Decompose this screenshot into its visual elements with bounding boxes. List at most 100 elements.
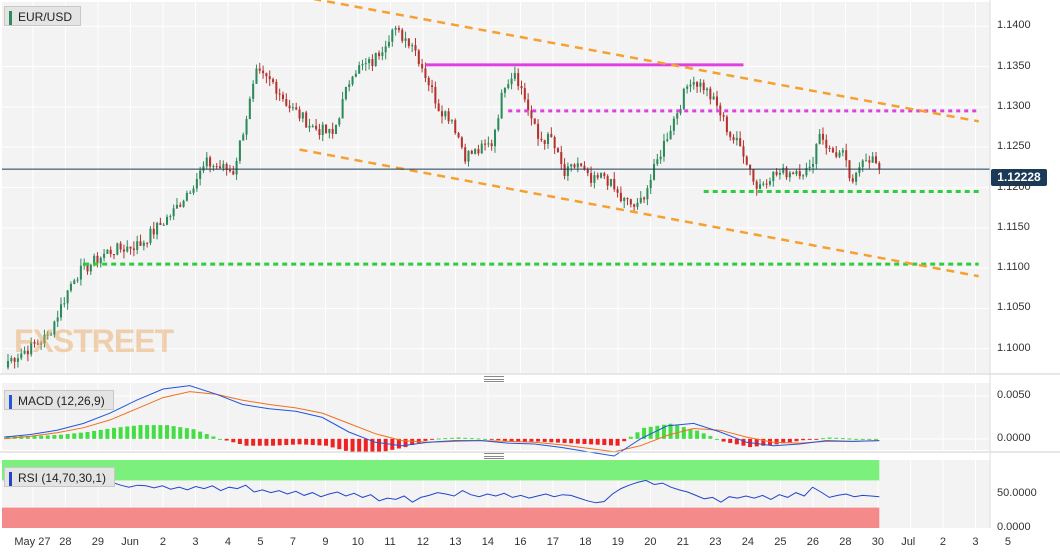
candle-body: [825, 139, 828, 148]
candle-body: [672, 118, 675, 131]
x-tick-label: 18: [579, 536, 592, 548]
macd-label[interactable]: MACD (12,26,9): [4, 390, 114, 410]
candle-body: [378, 52, 381, 57]
x-tick-label: 26: [806, 536, 820, 548]
candle-body: [427, 78, 430, 86]
candle-body: [139, 241, 142, 246]
macd-histogram-bar: [165, 425, 170, 439]
candle-body: [116, 243, 119, 255]
candle-body: [523, 88, 526, 100]
candle-body: [328, 128, 331, 133]
candle-body: [126, 246, 129, 252]
candle-body: [417, 50, 420, 65]
candle-body: [845, 150, 848, 161]
candle-body: [666, 139, 669, 141]
candle-body: [334, 124, 338, 134]
candle-body: [679, 108, 682, 114]
candle-body: [348, 84, 351, 87]
candle-body: [616, 189, 619, 193]
macd-histogram-bar: [257, 438, 262, 446]
candle-body: [573, 164, 576, 168]
macd-histogram-bar: [403, 438, 408, 448]
macd-histogram-bar: [224, 438, 229, 441]
candle-body: [305, 112, 308, 128]
candle-body: [527, 99, 530, 111]
candle-body: [454, 120, 457, 134]
macd-histogram-bar: [628, 436, 633, 439]
candle-body: [245, 119, 248, 135]
price-tick-label: 1.1300: [997, 99, 1031, 112]
macd-histogram-bar: [131, 425, 136, 439]
macd-histogram-bar: [125, 426, 130, 439]
candle-body: [500, 92, 503, 119]
candle-body: [421, 64, 424, 69]
macd-histogram-bar: [522, 438, 527, 442]
macd-histogram-bar: [668, 423, 673, 439]
candle-body: [321, 124, 324, 135]
candle-body: [772, 171, 775, 182]
candle-body: [851, 178, 854, 182]
candle-body: [543, 140, 546, 145]
x-tick-label: 29: [91, 536, 105, 548]
candle-body: [593, 175, 596, 183]
candle-body: [696, 82, 699, 87]
macd-histogram-bar: [774, 438, 779, 445]
macd-histogram-bar: [237, 438, 242, 444]
candle-body: [739, 138, 742, 147]
x-tick-label: 4: [224, 536, 232, 548]
macd-histogram-bar: [642, 427, 647, 439]
candle-body: [643, 197, 646, 200]
x-tick-label: 5: [1004, 536, 1012, 548]
candle-body: [706, 88, 709, 91]
macd-histogram-bar: [469, 438, 474, 440]
rsi-label[interactable]: RSI (14,70,30,1): [4, 467, 116, 487]
macd-histogram-bar: [92, 430, 97, 439]
candle-body: [381, 52, 384, 57]
candle-body: [474, 149, 477, 154]
macd-resize-handle[interactable]: [484, 376, 504, 382]
macd-histogram-bar: [555, 438, 560, 443]
candle-body: [368, 59, 371, 64]
candle-body: [431, 85, 434, 87]
candle-body: [490, 143, 493, 147]
macd-histogram-bar: [714, 438, 719, 440]
x-tick-label: 5: [257, 536, 264, 548]
rsi-resize-handle[interactable]: [484, 453, 504, 459]
candle-body: [775, 171, 778, 175]
macd-histogram-bar: [244, 438, 249, 446]
macd-histogram-bar: [635, 432, 640, 439]
candle-body: [152, 228, 155, 235]
macd-histogram-bar: [85, 431, 90, 439]
candle-body: [16, 358, 19, 362]
macd-histogram-bar: [264, 438, 269, 446]
macd-histogram-bar: [158, 425, 163, 439]
instrument-label[interactable]: EUR/USD: [4, 6, 82, 26]
candle-body: [828, 147, 831, 149]
macd-histogram-bar: [701, 433, 706, 439]
candle-body: [262, 70, 265, 74]
price-tick-label: 1.1100: [997, 261, 1030, 274]
macd-histogram-bar: [681, 427, 686, 439]
candle-body: [755, 181, 758, 189]
x-tick-label: 12: [416, 536, 430, 548]
candle-body: [397, 27, 400, 30]
macd-histogram-bar: [734, 438, 739, 445]
candle-body: [165, 216, 169, 225]
x-tick-label: 19: [611, 536, 625, 548]
candle-body: [497, 118, 500, 130]
macd-histogram-bar: [820, 438, 825, 440]
candle-body: [374, 52, 377, 66]
candle-body: [676, 113, 679, 119]
candle-body: [225, 163, 228, 170]
candle-body: [99, 257, 102, 264]
macd-histogram-bar: [708, 436, 713, 439]
x-tick-label: 7: [289, 536, 297, 548]
candle-body: [132, 248, 135, 251]
candle-body: [394, 27, 397, 30]
candle-body: [785, 167, 788, 178]
candle-body: [195, 178, 198, 189]
price-tick-label: 1.1150: [997, 220, 1030, 233]
candle-body: [33, 341, 36, 344]
macd-histogram-bar: [277, 438, 282, 446]
